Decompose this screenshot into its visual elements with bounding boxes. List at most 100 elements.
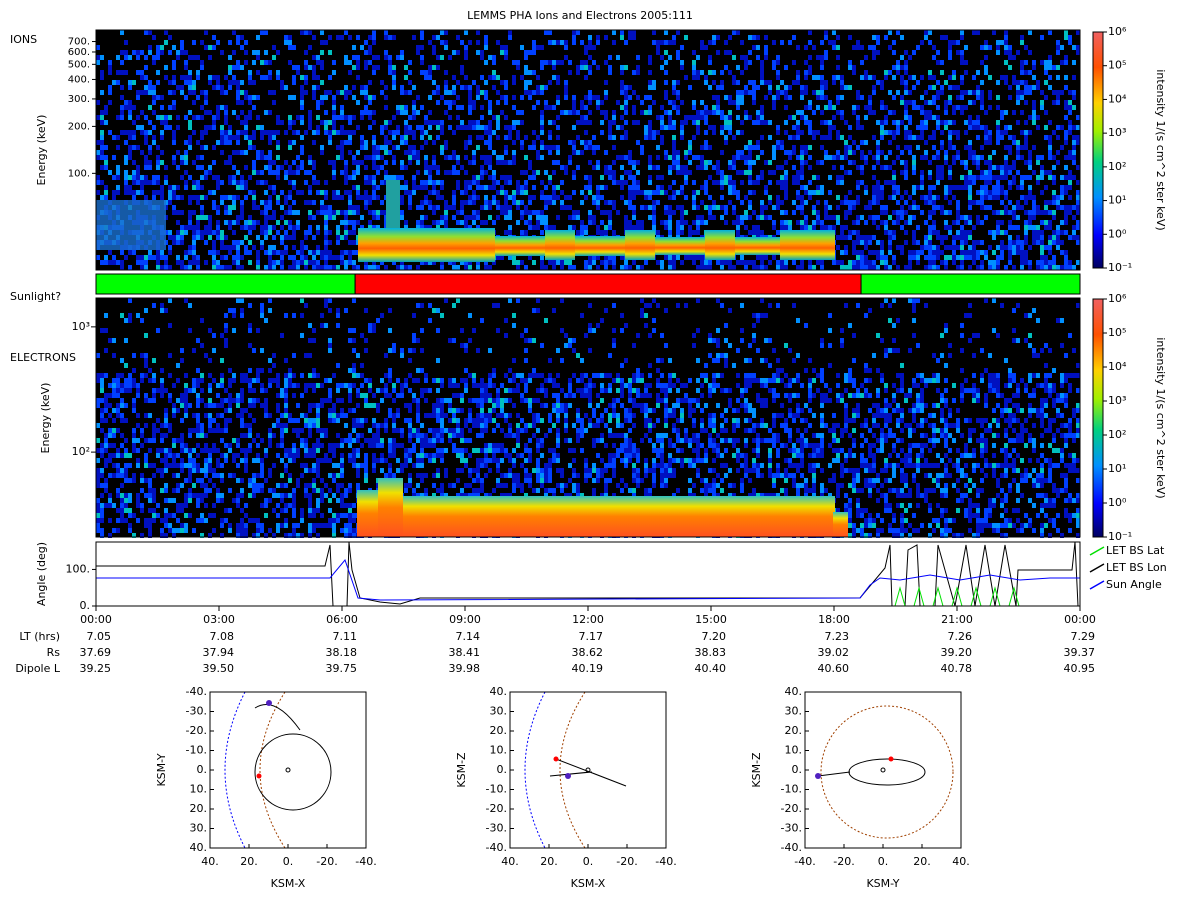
spectrogram-cell <box>744 225 748 230</box>
spectrogram-cell <box>448 155 452 160</box>
spectrogram-cell <box>420 205 424 210</box>
spectrogram-cell <box>1016 150 1020 155</box>
spectrogram-cell <box>352 155 356 160</box>
spectrogram-cell <box>592 220 596 225</box>
spectrogram-cell <box>1052 215 1056 220</box>
spectrogram-cell <box>960 110 964 115</box>
spectrogram-cell <box>824 55 828 60</box>
spectrogram-cell <box>156 80 160 85</box>
spectrogram-cell <box>472 200 476 205</box>
spectrogram-cell <box>408 205 412 210</box>
spectrogram-cell <box>728 110 732 115</box>
spectrogram-cell <box>124 170 128 175</box>
spectrogram-cell <box>516 65 520 70</box>
spectrogram-cell <box>148 45 152 50</box>
spectrogram-cell <box>768 170 772 175</box>
spectrogram-cell <box>304 255 308 260</box>
spectrogram-cell <box>684 303 688 308</box>
spectrogram-cell <box>484 220 488 225</box>
spectrogram-cell <box>704 160 708 165</box>
spectrogram-cell <box>1020 90 1024 95</box>
spectrogram-cell <box>948 100 952 105</box>
spectrogram-cell <box>912 240 916 245</box>
spectrogram-cell <box>864 260 868 265</box>
spectrogram-cell <box>580 40 584 45</box>
spectrogram-cell <box>1028 220 1032 225</box>
spectrogram-cell <box>900 95 904 100</box>
spectrogram-cell <box>392 35 396 40</box>
spectrogram-cell <box>208 235 212 240</box>
spectrogram-cell <box>776 165 780 170</box>
spectrogram-cell <box>1056 95 1060 100</box>
spectrogram-cell <box>1004 205 1008 210</box>
spectrogram-cell <box>704 110 708 115</box>
spectrogram-cell <box>884 155 888 160</box>
spectrogram-cell <box>536 170 540 175</box>
spectrogram-cell <box>508 135 512 140</box>
spectrogram-cell <box>980 200 984 205</box>
spectrogram-cell <box>236 140 240 145</box>
spectrogram-cell <box>968 200 972 205</box>
spectrogram-cell <box>912 135 916 140</box>
spectrogram-cell <box>924 245 928 250</box>
spectrogram-cell <box>604 260 608 265</box>
spectrogram-cell <box>520 260 524 265</box>
spectrogram-cell <box>920 210 924 215</box>
spectrogram-cell <box>268 225 272 230</box>
spectrogram-cell <box>400 135 404 140</box>
spectrogram-cell <box>500 255 504 260</box>
spectrogram-cell <box>816 215 820 220</box>
spectrogram-cell <box>560 190 564 195</box>
spectrogram-cell <box>408 80 412 85</box>
spectrogram-cell <box>408 160 412 165</box>
spectrogram-cell <box>744 195 748 200</box>
spectrogram-cell <box>180 235 184 240</box>
spectrogram-cell <box>492 260 496 265</box>
spectrogram-cell <box>548 180 552 185</box>
spectrogram-cell <box>1060 230 1064 235</box>
spectrogram-cell <box>152 180 156 185</box>
spectrogram-cell <box>668 230 672 235</box>
spectrogram-cell <box>1024 235 1028 240</box>
spectrogram-cell <box>100 180 104 185</box>
spectrogram-cell <box>608 220 612 225</box>
spectrogram-cell <box>892 230 896 235</box>
spectrogram-cell <box>1076 303 1080 308</box>
spectrogram-cell <box>556 150 560 155</box>
spectrogram-cell <box>1008 95 1012 100</box>
spectrogram-cell <box>704 265 708 270</box>
spectrogram-cell <box>960 175 964 180</box>
spectrogram-cell <box>252 205 256 210</box>
spectrogram-cell <box>708 160 712 165</box>
spectrogram-cell <box>1036 175 1040 180</box>
spectrogram-cell <box>672 255 676 260</box>
spectrogram-cell <box>568 215 572 220</box>
spectrogram-cell <box>708 215 712 220</box>
spectrogram-cell <box>576 30 580 35</box>
spectrogram-cell <box>232 260 236 265</box>
spectrogram-cell <box>168 90 172 95</box>
spectrogram-cell <box>968 155 972 160</box>
spectrogram-cell <box>348 150 352 155</box>
spectrogram-cell <box>432 308 436 313</box>
spectrogram-cell <box>188 260 192 265</box>
spectrogram-cell <box>220 150 224 155</box>
spectrogram-cell <box>452 130 456 135</box>
spectrogram-cell <box>288 145 292 150</box>
spectrogram-cell <box>424 115 428 120</box>
spectrogram-cell <box>120 70 124 75</box>
spectrogram-cell <box>1068 90 1072 95</box>
spectrogram-cell <box>1036 235 1040 240</box>
spectrogram-cell <box>496 303 500 308</box>
spectrogram-cell <box>380 313 384 318</box>
spectrogram-cell <box>632 35 636 40</box>
spectrogram-cell <box>856 230 860 235</box>
spectrogram-cell <box>740 90 744 95</box>
spectrogram-cell <box>408 190 412 195</box>
spectrogram-cell <box>392 145 396 150</box>
spectrogram-cell <box>236 135 240 140</box>
spectrogram-cell <box>628 200 632 205</box>
spectrogram-cell <box>896 318 900 323</box>
spectrogram-cell <box>360 85 364 90</box>
spectrogram-cell <box>668 170 672 175</box>
